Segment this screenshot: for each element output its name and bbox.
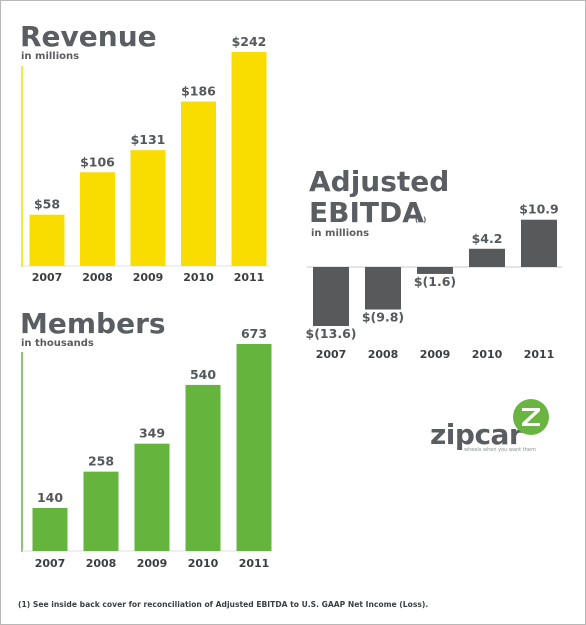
zipcar-z-icon [513,399,549,435]
members-bar [185,384,221,551]
ebitda-bar [521,219,557,267]
ebitda-footnote-marker: (1) [415,216,426,224]
members-category-label: 2011 [239,557,270,570]
ebitda-value-label: $4.2 [472,231,503,246]
revenue-category-label: 2008 [82,271,113,284]
revenue-bars: $58 2007 $106 2008 $131 2009 $186 2010 $242 2011 [29,34,267,284]
ebitda-value-label: $(1.6) [414,274,456,289]
ebitda-title-line1: Adjusted [309,165,449,198]
members-bar [32,507,68,551]
ebitda-bar [313,267,349,326]
members-title: Members [20,307,166,340]
members-category-label: 2009 [137,557,168,570]
members-bar [83,471,119,551]
ebitda-category-label: 2010 [472,348,503,361]
members-bars: 140 2007 258 2008 349 2009 540 2010 673 2011 [32,326,272,570]
revenue-bar [130,150,166,266]
zipcar-logo: zipcar wheels when you want them [428,398,558,458]
ebitda-category-label: 2007 [316,348,347,361]
revenue-category-label: 2011 [234,271,265,284]
members-bar [236,344,272,551]
logo-tagline: wheels when you want them [464,447,536,453]
members-value-label: 349 [139,426,165,441]
ebitda-category-label: 2009 [420,348,451,361]
footnote: (1) See inside back cover for reconcilia… [18,600,429,609]
ebitda-title-line2: EBITDA [309,196,424,229]
revenue-value-label: $58 [34,197,60,212]
ebitda-category-label: 2011 [524,348,555,361]
members-category-label: 2010 [188,557,219,570]
ebitda-value-label: $10.9 [519,202,559,217]
revenue-value-label: $242 [232,34,267,49]
revenue-title: Revenue [20,20,157,53]
ebitda-bar [365,267,401,310]
ebitda-bar [417,267,453,274]
revenue-category-label: 2007 [32,271,63,284]
revenue-value-label: $131 [131,132,166,147]
revenue-value-label: $106 [80,154,115,169]
members-category-label: 2008 [86,557,117,570]
ebitda-bar [469,248,505,267]
revenue-bar [29,214,65,266]
members-value-label: 673 [241,326,267,341]
revenue-bar [80,172,115,266]
ebitda-category-label: 2008 [368,348,399,361]
revenue-category-label: 2009 [133,271,164,284]
members-value-label: 140 [37,490,63,505]
members-bar [134,443,170,551]
ebitda-value-label: $(9.8) [362,310,404,325]
ebitda-subtitle: in millions [311,228,369,239]
revenue-category-label: 2010 [183,271,214,284]
members-value-label: 258 [88,454,114,469]
revenue-value-label: $186 [181,84,216,99]
ebitda-bars: $(13.6) 2007 $(9.8) 2008 $(1.6) 2009 $4.2 2010 $… [306,202,559,361]
revenue-bar [181,101,216,266]
members-category-label: 2007 [35,557,66,570]
revenue-bar [231,52,267,266]
members-value-label: 540 [190,367,216,382]
logo-wordmark: zipcar [430,418,523,451]
members-subtitle: in thousands [21,338,94,349]
revenue-subtitle: in millions [21,51,79,62]
ebitda-value-label: $(13.6) [306,326,357,341]
